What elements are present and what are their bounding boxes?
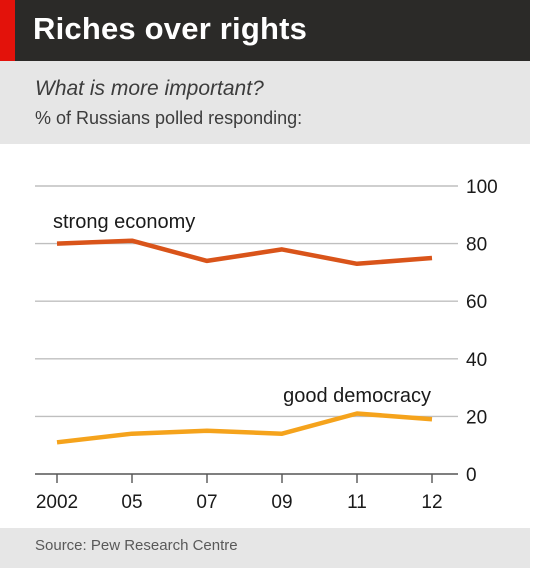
plot-area: 0 20 40 60 80 100 2002 05 07 09 11 12 strong economy… xyxy=(0,144,530,524)
series-label-good-democracy: good democracy xyxy=(283,385,431,407)
x-tick-label-09: 09 xyxy=(271,492,292,513)
y-tick-label-60: 60 xyxy=(466,292,487,313)
brand-red-tab xyxy=(0,0,15,61)
y-tick-label-100: 100 xyxy=(466,177,498,198)
y-tick-label-20: 20 xyxy=(466,407,487,428)
chart-title: Riches over rights xyxy=(33,11,308,46)
x-tick-label-05: 05 xyxy=(121,492,142,513)
x-tick-label-12: 12 xyxy=(421,492,442,513)
source-note: Source: Pew Research Centre xyxy=(35,537,238,554)
series-line-strong-economy xyxy=(56,238,433,267)
chart-subtitle: What is more important? xyxy=(35,77,264,100)
x-tick-label-2002: 2002 xyxy=(36,492,78,513)
x-tick-label-07: 07 xyxy=(196,492,217,513)
source-band xyxy=(0,528,530,568)
chart-note: % of Russians polled responding: xyxy=(35,108,303,128)
title-bar xyxy=(0,0,530,61)
line-chart: 0 20 40 60 80 100 2002 05 07 09 11 12 strong economy… xyxy=(35,177,498,513)
series-label-strong-economy: strong economy xyxy=(53,211,195,233)
y-tick-label-80: 80 xyxy=(466,235,487,256)
series-line-good-democracy xyxy=(56,411,433,445)
y-tick-label-40: 40 xyxy=(466,350,487,371)
subtitle-band xyxy=(0,61,530,144)
x-tick-label-11: 11 xyxy=(347,492,367,513)
y-tick-label-0: 0 xyxy=(466,465,477,486)
